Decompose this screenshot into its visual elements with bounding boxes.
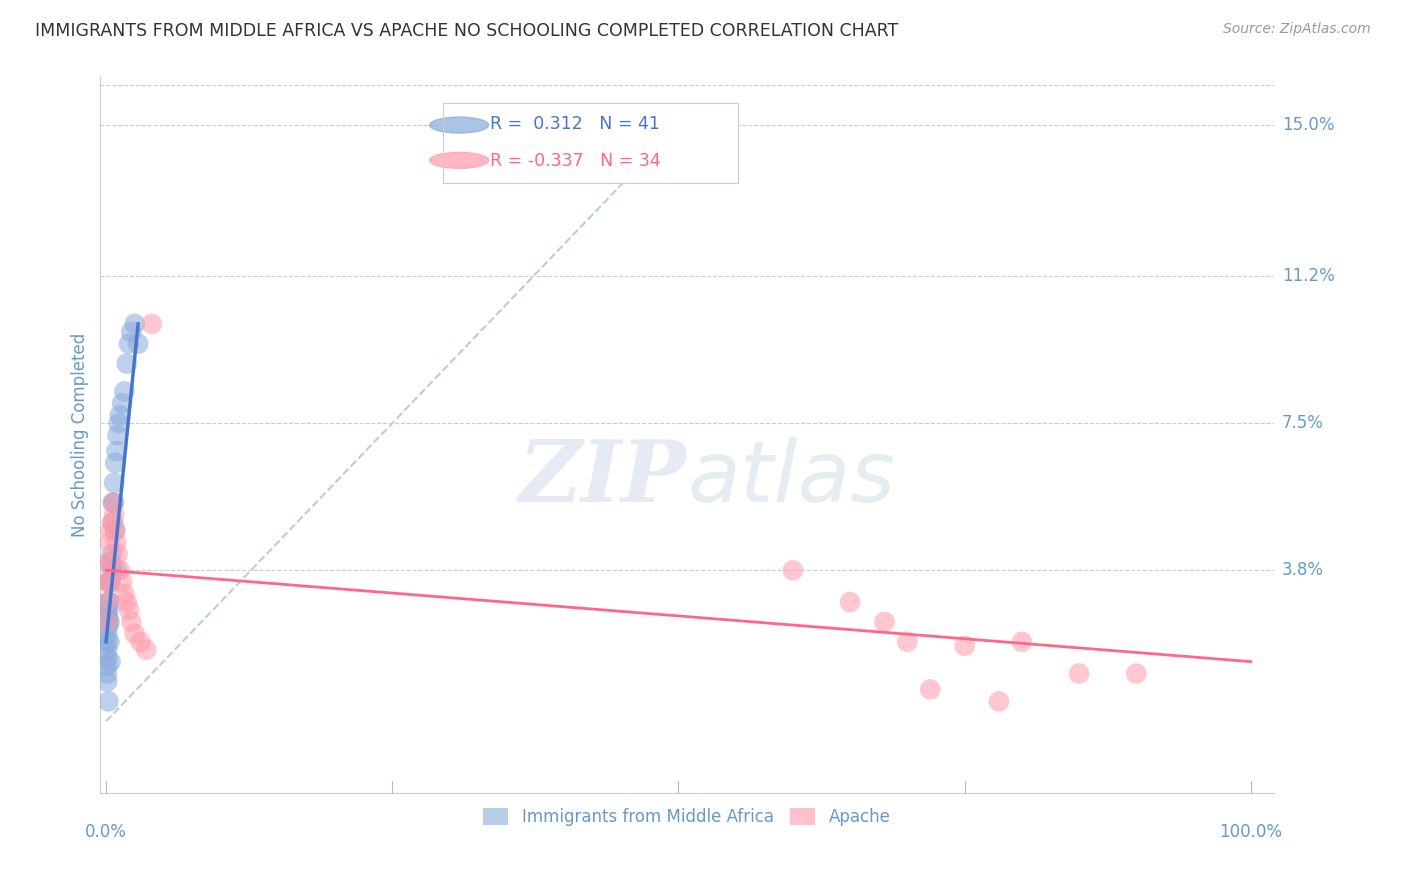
Point — [100, 555, 122, 569]
Point — [108, 409, 131, 423]
Point — [111, 575, 134, 590]
Point — [107, 428, 129, 442]
Text: R =  0.312   N = 41: R = 0.312 N = 41 — [491, 115, 659, 133]
Point — [97, 575, 120, 590]
Point — [120, 615, 142, 629]
Circle shape — [430, 153, 489, 169]
Point — [105, 535, 128, 549]
Point — [97, 619, 120, 633]
Point — [127, 336, 149, 351]
Point — [987, 694, 1010, 708]
Point — [104, 456, 127, 470]
Point — [97, 603, 120, 617]
Point — [124, 627, 146, 641]
Point — [97, 694, 120, 708]
Point — [97, 555, 120, 569]
Point — [101, 516, 124, 530]
Point — [101, 496, 124, 510]
Point — [782, 563, 804, 577]
Text: 3.8%: 3.8% — [1282, 561, 1324, 579]
Point — [135, 642, 157, 657]
Point — [104, 524, 127, 538]
Point — [1125, 666, 1147, 681]
Point — [105, 563, 128, 577]
Point — [118, 603, 141, 617]
Point — [124, 317, 146, 331]
Point — [104, 524, 127, 538]
Point — [112, 587, 135, 601]
Text: R = -0.337   N = 34: R = -0.337 N = 34 — [491, 153, 661, 170]
Point — [141, 317, 163, 331]
Point — [120, 325, 142, 339]
Point — [111, 396, 134, 410]
Text: 100.0%: 100.0% — [1219, 823, 1282, 841]
Point — [105, 444, 128, 458]
Point — [96, 595, 118, 609]
Point — [108, 563, 131, 577]
Point — [920, 682, 942, 697]
Point — [96, 650, 118, 665]
Y-axis label: No Schooling Completed: No Schooling Completed — [72, 333, 89, 537]
Point — [953, 639, 976, 653]
Point — [101, 563, 124, 577]
Text: 11.2%: 11.2% — [1282, 267, 1334, 285]
Point — [98, 615, 121, 629]
Point — [1011, 634, 1033, 648]
Text: Source: ZipAtlas.com: Source: ZipAtlas.com — [1223, 22, 1371, 37]
Point — [96, 634, 118, 648]
Point — [107, 416, 129, 430]
Point — [115, 357, 138, 371]
Text: ZIP: ZIP — [519, 436, 688, 520]
Point — [873, 615, 896, 629]
Point — [98, 555, 121, 569]
Point — [101, 547, 124, 561]
Text: 7.5%: 7.5% — [1282, 414, 1324, 433]
Point — [100, 655, 122, 669]
Text: 0.0%: 0.0% — [86, 823, 127, 841]
Point — [112, 384, 135, 399]
Text: IMMIGRANTS FROM MIDDLE AFRICA VS APACHE NO SCHOOLING COMPLETED CORRELATION CHART: IMMIGRANTS FROM MIDDLE AFRICA VS APACHE … — [35, 22, 898, 40]
Point — [97, 595, 120, 609]
Point — [103, 475, 125, 490]
Point — [97, 611, 120, 625]
Circle shape — [430, 117, 489, 133]
Point — [98, 634, 121, 648]
Point — [103, 496, 125, 510]
Point — [101, 516, 124, 530]
Point — [100, 575, 122, 590]
Point — [98, 595, 121, 609]
Point — [1067, 666, 1090, 681]
Point — [107, 547, 129, 561]
Point — [98, 575, 121, 590]
Point — [100, 524, 122, 538]
Point — [896, 634, 918, 648]
Point — [103, 508, 125, 522]
Point — [96, 615, 118, 629]
Point — [118, 336, 141, 351]
Point — [839, 595, 862, 609]
Point — [96, 615, 118, 629]
Point — [96, 603, 118, 617]
Point — [96, 575, 118, 590]
Point — [98, 535, 121, 549]
Point — [96, 666, 118, 681]
Point — [96, 658, 118, 673]
Point — [96, 642, 118, 657]
Point — [129, 634, 152, 648]
Legend: Immigrants from Middle Africa, Apache: Immigrants from Middle Africa, Apache — [475, 799, 898, 835]
Text: 15.0%: 15.0% — [1282, 116, 1334, 134]
Text: atlas: atlas — [688, 436, 896, 519]
Point — [101, 496, 124, 510]
Point — [96, 674, 118, 689]
Point — [96, 627, 118, 641]
Point — [115, 595, 138, 609]
